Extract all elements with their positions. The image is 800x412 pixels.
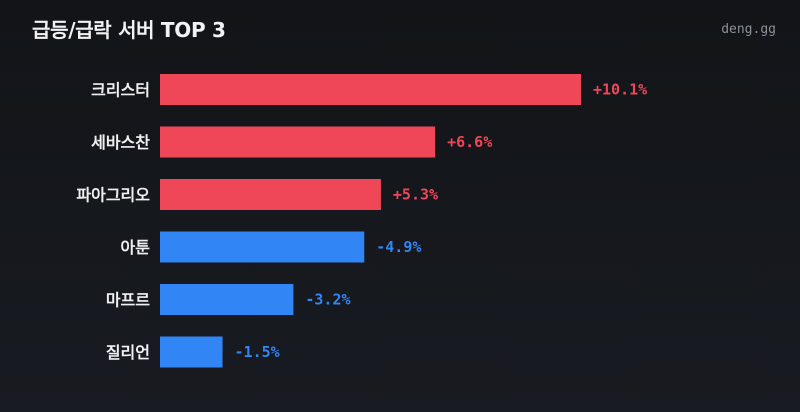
category-label: 마프르 — [106, 291, 150, 310]
category-label: 크리스터 — [91, 81, 150, 100]
category-label: 질리언 — [106, 343, 150, 362]
value-label: -1.5% — [235, 343, 280, 361]
category-label: 파아그리오 — [76, 186, 150, 205]
value-label: -4.9% — [376, 238, 421, 256]
value-label: +10.1% — [593, 81, 647, 99]
bar — [160, 336, 223, 368]
value-label: -3.2% — [305, 291, 350, 309]
bar — [160, 74, 581, 105]
bar — [160, 126, 436, 158]
value-label: +5.3% — [393, 186, 438, 204]
category-label: 아툰 — [121, 238, 151, 257]
bar — [160, 284, 294, 315]
bar — [160, 179, 381, 210]
category-label: 세바스찬 — [91, 133, 150, 152]
brand-watermark: deng.gg — [721, 22, 776, 37]
value-label: +6.6% — [447, 133, 492, 151]
chart-title: 급등/급락 서버 TOP 3 — [32, 18, 226, 42]
bar — [160, 231, 365, 263]
